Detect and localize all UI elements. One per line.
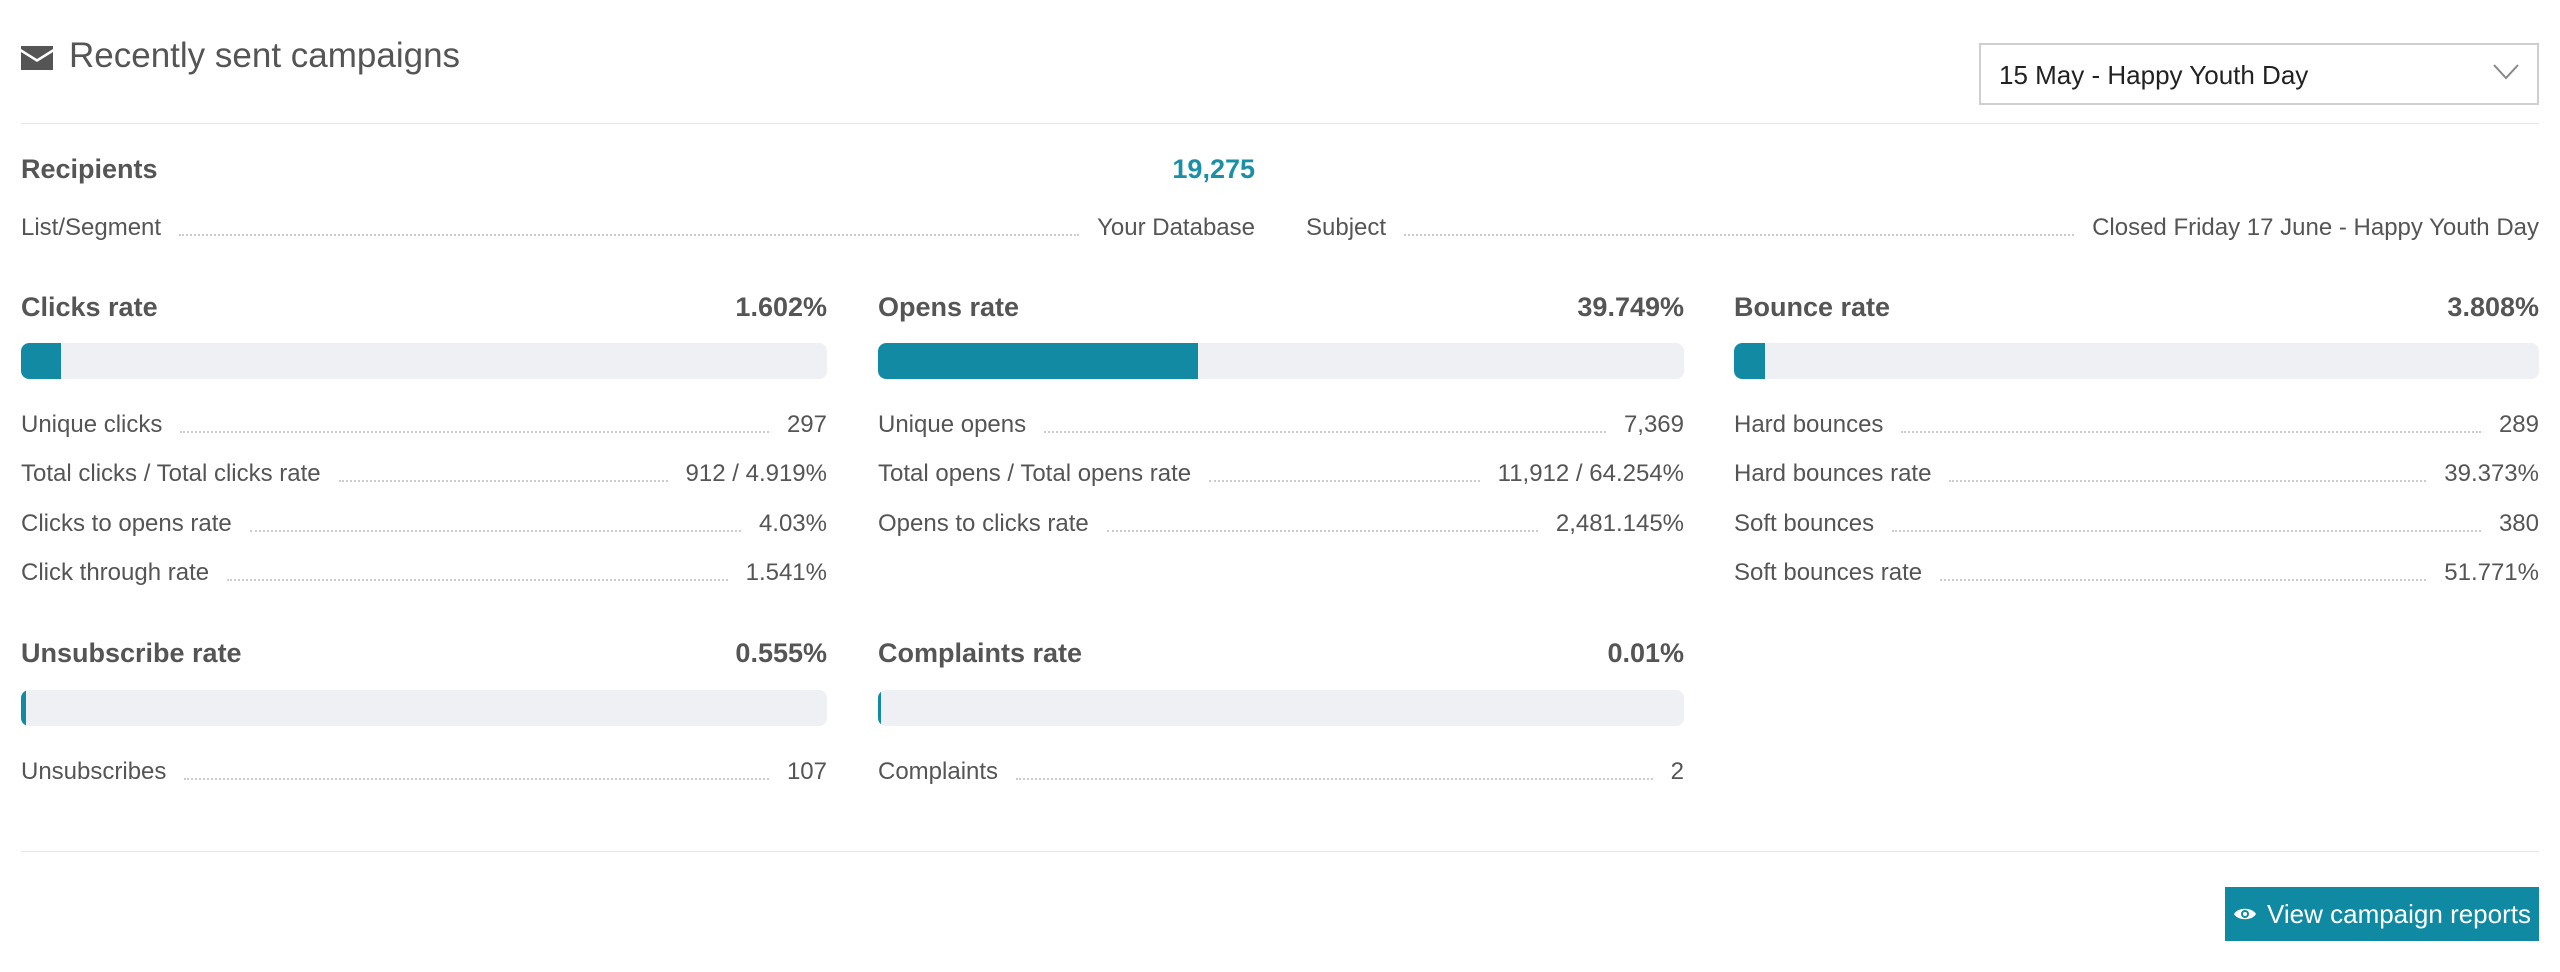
stat-value: 4.03%: [758, 510, 827, 537]
clicks-rate-title: Clicks rate: [21, 292, 158, 322]
clicks-rate-value: 1.602%: [735, 292, 827, 322]
footer-divider: [21, 851, 2539, 852]
dotted-leader: [179, 234, 1080, 236]
stat-value: 2,481.145%: [1555, 510, 1684, 537]
dotted-leader: [1949, 480, 2427, 482]
dotted-leader: [1044, 431, 1606, 433]
unsubscribe-rate-title: Unsubscribe rate: [21, 638, 242, 668]
stat-row: Unsubscribes 107: [21, 754, 827, 786]
dotted-leader: [1016, 778, 1653, 780]
stat-row: Total clicks / Total clicks rate 912 / 4…: [21, 456, 827, 488]
stat-label: Complaints: [878, 758, 999, 785]
bounce-rate-bar: [1734, 343, 2539, 379]
subject-row: Subject Closed Friday 17 June - Happy Yo…: [1306, 210, 2539, 242]
stat-row: Opens to clicks rate 2,481.145%: [878, 506, 1684, 538]
stat-row: Hard bounces rate 39.373%: [1734, 456, 2539, 488]
stat-label: Unique opens: [878, 411, 1027, 438]
dotted-leader: [1940, 579, 2427, 581]
stat-label: Clicks to opens rate: [21, 510, 232, 537]
bounce-rate-value: 3.808%: [2447, 292, 2539, 322]
eye-icon: [2234, 908, 2256, 920]
stat-value: 380: [2498, 510, 2539, 537]
stat-label: Opens to clicks rate: [878, 510, 1089, 537]
complaints-rate-value: 0.01%: [1607, 638, 1684, 668]
stat-value: 11,912 / 64.254%: [1497, 460, 1684, 487]
stat-value: 7,369: [1623, 411, 1684, 438]
opens-rate-bar-fill: [878, 343, 1199, 379]
stat-row: Soft bounces 380: [1734, 506, 2539, 538]
stat-label: Total clicks / Total clicks rate: [21, 460, 321, 487]
complaints-rate-bar-fill: [878, 690, 882, 726]
recipients-label: Recipients: [21, 154, 158, 184]
subject-value: Closed Friday 17 June - Happy Youth Day: [2092, 214, 2539, 241]
stat-row: Unique clicks 297: [21, 407, 827, 439]
bounce-rate-title: Bounce rate: [1734, 292, 1891, 322]
list-segment-value: Your Database: [1097, 214, 1255, 241]
subject-label: Subject: [1306, 214, 1387, 241]
stat-row: Clicks to opens rate 4.03%: [21, 506, 827, 538]
opens-rate-header: Opens rate 39.749%: [878, 292, 1684, 326]
opens-rate-value: 39.749%: [1577, 292, 1684, 322]
campaign-select-value: 15 May - Happy Youth Day: [1999, 60, 2309, 90]
view-campaign-reports-button[interactable]: View campaign reports: [2225, 887, 2539, 941]
stat-label: Soft bounces: [1734, 510, 1875, 537]
opens-rate-bar: [878, 343, 1684, 379]
stat-row: Total opens / Total opens rate 11,912 / …: [878, 456, 1684, 488]
stat-value: 912 / 4.919%: [685, 460, 827, 487]
bounce-rate-header: Bounce rate 3.808%: [1734, 292, 2539, 326]
clicks-rate-bar: [21, 343, 827, 379]
stat-value: 2: [1670, 758, 1684, 785]
view-campaign-reports-label: View campaign reports: [2267, 898, 2531, 929]
stat-label: Hard bounces rate: [1734, 460, 1932, 487]
dotted-leader: [249, 530, 741, 532]
campaign-select[interactable]: 15 May - Happy Youth Day: [1979, 43, 2539, 105]
opens-rate-title: Opens rate: [878, 292, 1020, 322]
stat-label: Unique clicks: [21, 411, 163, 438]
unsubscribe-rate-bar: [21, 690, 827, 726]
complaints-rate-header: Complaints rate 0.01%: [878, 638, 1684, 672]
clicks-rate-header: Clicks rate 1.602%: [21, 292, 827, 326]
envelope-icon: [21, 46, 53, 70]
dotted-leader: [338, 480, 668, 482]
stat-value: 51.771%: [2444, 559, 2539, 586]
page-title: Recently sent campaigns: [69, 36, 461, 75]
stat-row: Unique opens 7,369: [878, 407, 1684, 439]
list-segment-row: List/Segment Your Database: [21, 210, 1255, 242]
stat-label: Hard bounces: [1734, 411, 1884, 438]
stat-row: Soft bounces rate 51.771%: [1734, 555, 2539, 587]
stat-label: Unsubscribes: [21, 758, 167, 785]
dotted-leader: [1404, 234, 2075, 236]
bounce-rate-bar-fill: [1734, 343, 1765, 379]
stat-row: Hard bounces 289: [1734, 407, 2539, 439]
unsubscribe-rate-value: 0.555%: [735, 638, 827, 668]
stat-value: 107: [786, 758, 827, 785]
stat-row: Complaints 2: [878, 754, 1684, 786]
stat-value: 297: [786, 411, 827, 438]
dotted-leader: [1892, 530, 2481, 532]
stat-value: 39.373%: [2444, 460, 2539, 487]
unsubscribe-rate-bar-fill: [21, 690, 26, 726]
list-segment-label: List/Segment: [21, 214, 162, 241]
complaints-rate-title: Complaints rate: [878, 638, 1083, 668]
dotted-leader: [180, 431, 769, 433]
dotted-leader: [1901, 431, 2481, 433]
stat-value: 1.541%: [745, 559, 827, 586]
stat-label: Click through rate: [21, 559, 210, 586]
chevron-down-icon: [2493, 64, 2519, 80]
dotted-leader: [227, 579, 728, 581]
campaigns-header: Recently sent campaigns 15 May - Happy Y…: [21, 26, 2539, 124]
unsubscribe-rate-header: Unsubscribe rate 0.555%: [21, 638, 827, 672]
clicks-rate-bar-fill: [21, 343, 62, 379]
dotted-leader: [1106, 530, 1538, 532]
stat-label: Total opens / Total opens rate: [878, 460, 1192, 487]
stat-row: Click through rate 1.541%: [21, 555, 827, 587]
stat-label: Soft bounces rate: [1734, 559, 1923, 586]
recipients-value: 19,275: [1172, 154, 1255, 184]
dotted-leader: [1209, 480, 1480, 482]
stat-value: 289: [2498, 411, 2539, 438]
dotted-leader: [184, 778, 769, 780]
complaints-rate-bar: [878, 690, 1684, 726]
